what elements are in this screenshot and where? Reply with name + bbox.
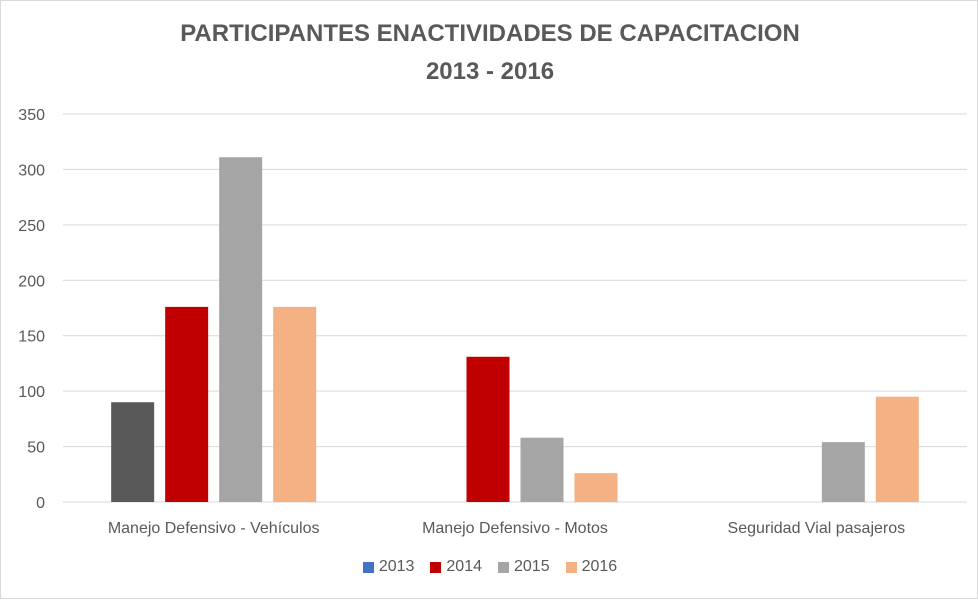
y-tick-label-150: 150 bbox=[18, 329, 45, 346]
y-tick-label-300: 300 bbox=[18, 162, 45, 179]
legend-swatch-2014 bbox=[430, 561, 442, 573]
y-tick-label-50: 50 bbox=[27, 440, 45, 457]
legend-swatch-2016 bbox=[565, 561, 577, 573]
x-category-label: Seguridad Vial pasajeros bbox=[728, 520, 906, 537]
bar-2016-cat2 bbox=[875, 396, 919, 502]
y-tick-label-250: 250 bbox=[18, 218, 45, 235]
y-tick-label-200: 200 bbox=[18, 273, 45, 290]
bar-2014-cat0 bbox=[165, 306, 209, 502]
bar-2015-cat0 bbox=[219, 157, 263, 502]
bar-2016-cat0 bbox=[273, 306, 317, 502]
legend-item-2015: 2015 bbox=[498, 558, 550, 576]
legend-label-2013: 2013 bbox=[378, 558, 415, 575]
legend-item-2016: 2016 bbox=[565, 558, 618, 576]
chart-subtitle: 2013 - 2016 bbox=[425, 58, 555, 85]
y-tick-label-100: 100 bbox=[18, 384, 45, 401]
legend-label-2016: 2016 bbox=[581, 558, 618, 575]
bar-2015-cat2 bbox=[821, 442, 865, 502]
legend-swatch-2015 bbox=[498, 561, 509, 573]
legend-item-2014: 2014 bbox=[430, 558, 482, 576]
bar-2016-cat1 bbox=[574, 473, 618, 502]
legend-swatch-2013 bbox=[362, 561, 374, 573]
bar-2014-cat1 bbox=[466, 356, 510, 502]
bar-2013-cat0 bbox=[111, 402, 155, 502]
x-category-label: Manejo Defensivo - Vehículos bbox=[108, 520, 320, 537]
x-category-label: Manejo Defensivo - Motos bbox=[422, 520, 608, 537]
legend: 2013 2014 2015 2016 bbox=[1, 558, 978, 576]
bar-2015-cat1 bbox=[520, 437, 564, 502]
y-tick-label-350: 350 bbox=[18, 107, 45, 124]
y-tick-label-0: 0 bbox=[36, 495, 45, 512]
legend-label-2015: 2015 bbox=[514, 558, 550, 575]
legend-label-2014: 2014 bbox=[446, 558, 482, 575]
legend-item-2013: 2013 bbox=[362, 558, 415, 576]
chart-title: PARTICIPANTES ENACTIVIDADES DE CAPACITAC… bbox=[180, 20, 800, 47]
